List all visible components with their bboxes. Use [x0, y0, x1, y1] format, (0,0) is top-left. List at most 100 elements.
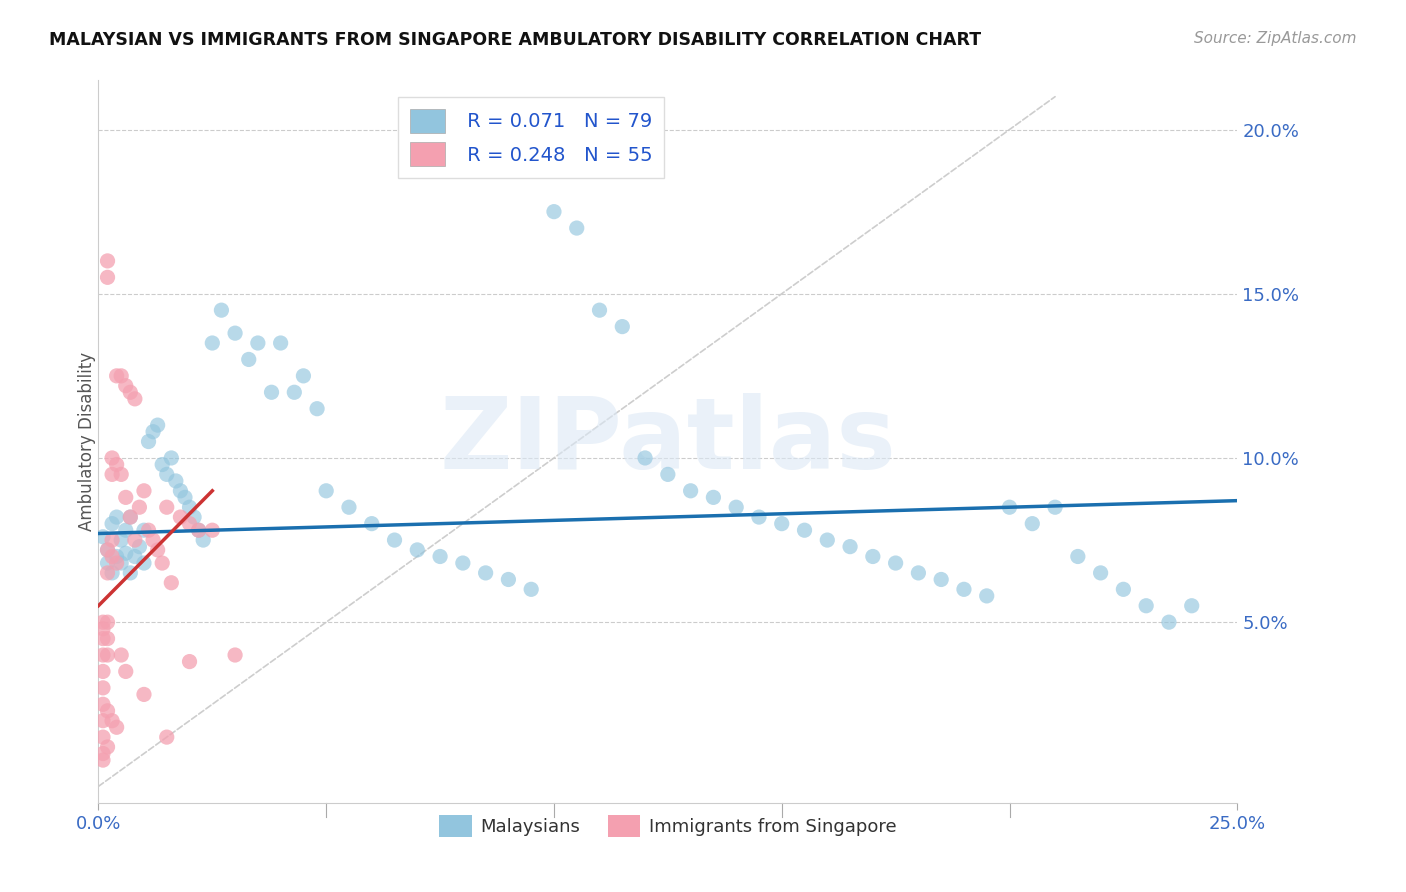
- Point: [1135, 599, 1157, 613]
- Y-axis label: Ambulatory Disability: Ambulatory Disability: [79, 352, 96, 531]
- Point: [110, 467, 132, 482]
- Point: [520, 582, 543, 597]
- Point: [337, 500, 360, 515]
- Point: [384, 533, 406, 547]
- Point: [862, 549, 884, 564]
- Point: [169, 510, 191, 524]
- Point: [114, 665, 136, 679]
- Point: [451, 556, 474, 570]
- Point: [953, 582, 976, 597]
- Point: [105, 368, 128, 383]
- Point: [1090, 566, 1112, 580]
- Point: [91, 632, 114, 646]
- Text: ZIPatlas: ZIPatlas: [440, 393, 896, 490]
- Point: [150, 556, 173, 570]
- Point: [770, 516, 793, 531]
- Point: [146, 418, 169, 433]
- Point: [96, 739, 118, 754]
- Point: [360, 516, 382, 531]
- Point: [725, 500, 748, 515]
- Point: [498, 573, 520, 587]
- Point: [884, 556, 907, 570]
- Point: [142, 425, 165, 439]
- Point: [169, 483, 191, 498]
- Point: [96, 632, 118, 646]
- Point: [839, 540, 862, 554]
- Point: [96, 648, 118, 662]
- Point: [132, 687, 155, 701]
- Point: [142, 533, 165, 547]
- Point: [96, 615, 118, 630]
- Text: Source: ZipAtlas.com: Source: ZipAtlas.com: [1194, 31, 1357, 46]
- Point: [105, 549, 128, 564]
- Point: [91, 530, 114, 544]
- Point: [657, 467, 679, 482]
- Point: [209, 303, 232, 318]
- Point: [179, 516, 201, 531]
- Point: [160, 450, 183, 465]
- Point: [612, 319, 634, 334]
- Point: [120, 566, 142, 580]
- Point: [156, 467, 179, 482]
- Point: [91, 747, 114, 761]
- Point: [1181, 599, 1204, 613]
- Point: [110, 368, 132, 383]
- Point: [114, 378, 136, 392]
- Point: [165, 474, 187, 488]
- Point: [1157, 615, 1180, 630]
- Point: [91, 648, 114, 662]
- Point: [101, 467, 124, 482]
- Point: [120, 385, 142, 400]
- Point: [91, 714, 114, 728]
- Point: [101, 533, 124, 547]
- Point: [976, 589, 998, 603]
- Point: [132, 523, 155, 537]
- Point: [91, 698, 114, 712]
- Point: [114, 491, 136, 505]
- Point: [138, 523, 160, 537]
- Point: [565, 221, 588, 235]
- Point: [150, 458, 173, 472]
- Point: [187, 523, 209, 537]
- Point: [124, 533, 146, 547]
- Point: [156, 730, 179, 744]
- Text: MALAYSIAN VS IMMIGRANTS FROM SINGAPORE AMBULATORY DISABILITY CORRELATION CHART: MALAYSIAN VS IMMIGRANTS FROM SINGAPORE A…: [49, 31, 981, 49]
- Point: [201, 336, 224, 351]
- Point: [224, 326, 246, 340]
- Point: [270, 336, 292, 351]
- Point: [105, 720, 128, 734]
- Point: [238, 352, 260, 367]
- Point: [101, 566, 124, 580]
- Point: [120, 510, 142, 524]
- Point: [146, 542, 169, 557]
- Point: [138, 434, 160, 449]
- Point: [101, 549, 124, 564]
- Point: [156, 500, 179, 515]
- Point: [132, 483, 155, 498]
- Point: [406, 542, 429, 557]
- Point: [1043, 500, 1066, 515]
- Point: [110, 648, 132, 662]
- Point: [124, 392, 146, 406]
- Point: [124, 549, 146, 564]
- Point: [702, 491, 724, 505]
- Point: [160, 575, 183, 590]
- Point: [96, 704, 118, 718]
- Point: [132, 556, 155, 570]
- Point: [105, 510, 128, 524]
- Point: [474, 566, 496, 580]
- Point: [929, 573, 952, 587]
- Point: [246, 336, 269, 351]
- Point: [96, 253, 118, 268]
- Point: [110, 533, 132, 547]
- Point: [101, 714, 124, 728]
- Point: [91, 615, 114, 630]
- Point: [998, 500, 1021, 515]
- Point: [193, 533, 215, 547]
- Point: [110, 556, 132, 570]
- Point: [283, 385, 305, 400]
- Point: [96, 542, 118, 557]
- Legend: Malaysians, Immigrants from Singapore: Malaysians, Immigrants from Singapore: [432, 808, 904, 845]
- Point: [96, 556, 118, 570]
- Point: [907, 566, 929, 580]
